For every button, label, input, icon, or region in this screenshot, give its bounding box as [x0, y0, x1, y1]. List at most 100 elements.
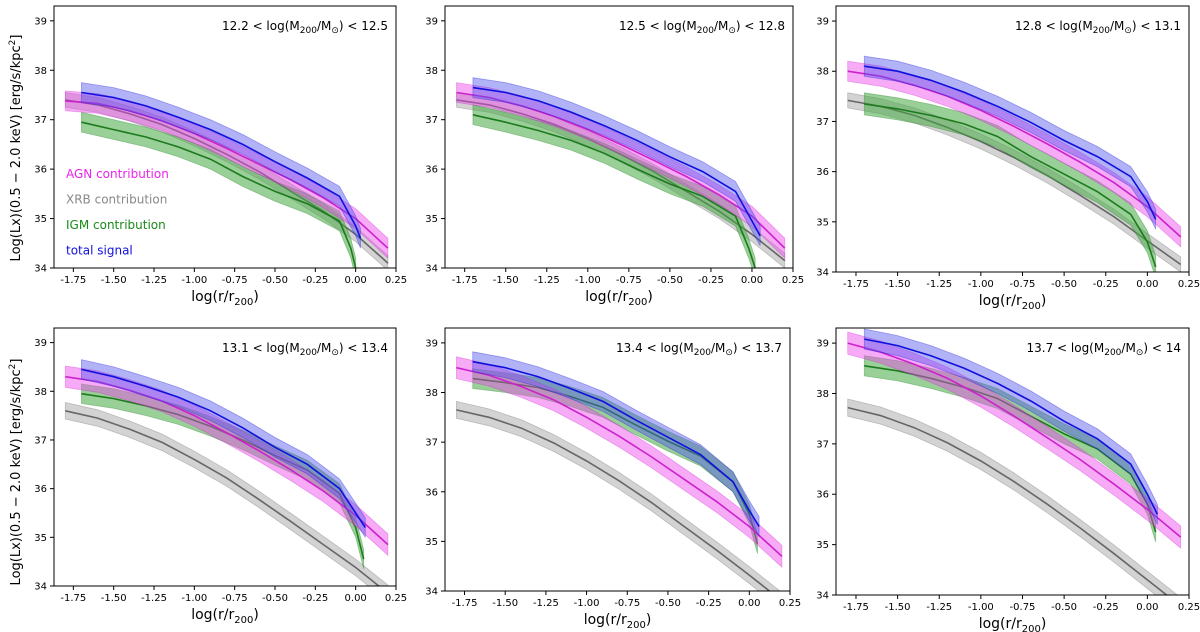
plot-content	[64, 359, 389, 586]
x-tick-label: -0.75	[222, 593, 248, 604]
x-axis-label-close: )	[253, 289, 258, 305]
y-tick-label: 35	[816, 217, 829, 228]
series-line-igm	[864, 365, 1157, 533]
series-line-xrb	[65, 410, 381, 586]
x-tick-label: -0.25	[302, 593, 328, 604]
panel-title-part: 200	[1093, 26, 1110, 36]
x-tick-label: 0.00	[741, 275, 763, 286]
x-tick-label: 0.25	[1178, 602, 1200, 613]
y-tick-label: 34	[816, 591, 829, 602]
series-line-tot	[864, 65, 1157, 220]
x-tick-label: 0.00	[345, 275, 367, 286]
x-axis-label: log(r/r200)	[191, 289, 259, 308]
x-tick-label: -1.00	[574, 598, 600, 609]
x-axis-label-main: log(r/r	[191, 289, 234, 305]
band-igm	[81, 383, 365, 570]
x-tick-label: -1.50	[885, 279, 911, 290]
panel-title-part: 200	[1104, 348, 1121, 358]
x-axis-label-sub: 200	[1022, 624, 1041, 632]
x-tick-label: -0.25	[1093, 279, 1119, 290]
x-tick-label: -0.50	[262, 275, 288, 286]
x-tick-label: -0.75	[1010, 602, 1036, 613]
x-axis-label-close: )	[1041, 616, 1046, 632]
x-axis-label-close: )	[1041, 293, 1046, 309]
x-tick-label: -1.00	[968, 279, 994, 290]
y-tick-label: 37	[34, 435, 47, 446]
panel-title-part: /M	[1110, 19, 1124, 33]
x-axis-label-sub: 200	[234, 615, 253, 626]
x-axis-label-main: log(r/r	[191, 607, 234, 623]
series-line-igm	[864, 103, 1157, 268]
x-tick-label: -1.25	[534, 275, 560, 286]
x-tick-label: -1.75	[452, 598, 478, 609]
band-tot	[472, 77, 761, 246]
panel-title-part: ⊙	[331, 348, 339, 358]
band-xrb	[64, 92, 389, 268]
y-tick-label: 36	[34, 484, 47, 495]
y-tick-label: 39	[34, 338, 47, 349]
series-line-agn	[65, 100, 389, 249]
panel-title: 13.7 < log(M200/M⊙) < 14	[1026, 341, 1181, 358]
panel-title-part: ) < 13.7	[733, 341, 782, 355]
band-igm	[863, 92, 1157, 272]
panel-title-part: ⊙	[1136, 348, 1144, 358]
legend-entry: total signal	[66, 244, 133, 258]
axes-frame	[835, 327, 1190, 596]
x-tick-label: -1.50	[493, 275, 519, 286]
panel-title-part: ⊙	[728, 26, 736, 36]
y-tick-label: 39	[425, 16, 438, 27]
x-tick-label: -1.75	[843, 602, 869, 613]
band-xrb	[847, 398, 1179, 595]
x-tick-label: -1.00	[968, 602, 994, 613]
y-tick-label: 38	[425, 66, 438, 77]
panel-title-part: 200	[300, 26, 317, 36]
x-tick-label: -1.75	[452, 275, 478, 286]
x-tick-label: 0.00	[1136, 279, 1158, 290]
panel-title-part: 13.1 < log(M	[222, 341, 300, 355]
plot-content	[64, 82, 389, 268]
x-axis-label-sub: 200	[1022, 301, 1041, 312]
series-line-igm	[81, 121, 357, 268]
y-tick-label: 35	[34, 533, 47, 544]
x-tick-label: 0.25	[1178, 279, 1200, 290]
series-line-tot	[472, 360, 760, 527]
y-tick-label: 38	[816, 67, 829, 78]
panel-title-part: /M	[317, 19, 331, 33]
x-axis-label: log(r/r200)	[979, 616, 1047, 632]
y-tick-label: 35	[34, 214, 47, 225]
x-tick-label: 0.00	[345, 593, 367, 604]
y-tick-label: 39	[425, 338, 438, 349]
series-line-tot	[81, 91, 362, 239]
y-tick-label: 39	[816, 17, 829, 28]
y-tick-label: 35	[816, 540, 829, 551]
y-tick-label: 39	[34, 16, 47, 27]
panel-title-part: 200	[697, 26, 714, 36]
x-tick-label: 0.00	[738, 598, 760, 609]
chart-panel-6: -1.75 -1.50 -1.25 -1.00 -0.75 -0.50 -0.25 0.00 0…	[816, 327, 1200, 632]
panels: -1.75 -1.50 -1.25 -1.00 -0.75 -0.50 -0.25 0.00 0…	[34, 5, 1200, 632]
legend-entry: IGM contribution	[66, 218, 166, 232]
panel-title-part: ⊙	[331, 26, 339, 36]
plot-area	[54, 328, 396, 586]
y-tick-label: 38	[34, 387, 47, 398]
x-tick-label: -1.50	[101, 593, 127, 604]
axes-frame	[53, 5, 397, 269]
x-axis-label: log(r/r200)	[585, 289, 653, 308]
panel-title-part: 13.7 < log(M	[1026, 341, 1104, 355]
x-axis-label-sub: 200	[627, 620, 646, 631]
series-line-agn	[456, 91, 786, 249]
x-tick-label: -0.50	[657, 275, 683, 286]
panel-title-part: /M	[711, 341, 725, 355]
panel-title-part: ) < 13.1	[1132, 19, 1181, 33]
y-tick-label: 34	[34, 582, 47, 593]
panel-title-part: 12.5 < log(M	[619, 19, 697, 33]
series-line-agn	[65, 375, 389, 546]
axes-frame	[835, 5, 1190, 273]
x-axis-label-close: )	[253, 607, 258, 623]
panel-title-part: 13.4 < log(M	[616, 341, 694, 355]
x-tick-label: -0.75	[1010, 279, 1036, 290]
panel-title: 13.1 < log(M200/M⊙) < 13.4	[222, 341, 388, 358]
x-axis-label: log(r/r200)	[191, 607, 259, 626]
panel-title-part: ) < 12.5	[339, 19, 388, 33]
x-axis-label-main: log(r/r	[979, 616, 1022, 632]
